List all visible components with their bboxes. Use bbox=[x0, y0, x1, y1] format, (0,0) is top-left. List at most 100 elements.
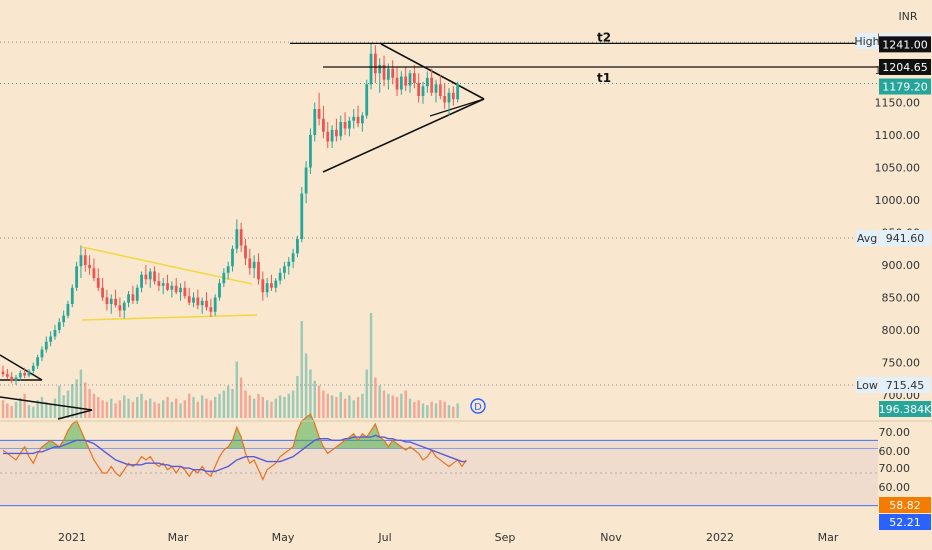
candle-body[interactable] bbox=[144, 274, 148, 280]
candle-body[interactable] bbox=[261, 279, 265, 293]
candle-body[interactable] bbox=[270, 283, 273, 288]
candle-body[interactable] bbox=[62, 315, 66, 323]
candle-body[interactable] bbox=[244, 245, 247, 259]
candle-body[interactable] bbox=[27, 370, 31, 376]
candle-body[interactable] bbox=[135, 287, 139, 301]
candle-body[interactable] bbox=[131, 294, 135, 301]
candle-body[interactable] bbox=[287, 261, 291, 267]
candle-body[interactable] bbox=[408, 73, 412, 86]
candle-body[interactable] bbox=[196, 297, 200, 306]
candle-body[interactable] bbox=[14, 377, 18, 381]
candle-body[interactable] bbox=[118, 305, 122, 311]
candle-body[interactable] bbox=[348, 120, 351, 129]
candle-body[interactable] bbox=[412, 73, 416, 83]
candle-body[interactable] bbox=[170, 285, 174, 290]
candle-body[interactable] bbox=[386, 68, 390, 80]
candle-body[interactable] bbox=[157, 281, 161, 286]
candle-body[interactable] bbox=[23, 372, 27, 376]
candle-body[interactable] bbox=[430, 77, 434, 93]
candle-body[interactable] bbox=[79, 255, 83, 267]
candle-body[interactable] bbox=[265, 283, 269, 293]
dividend-marker[interactable]: D bbox=[470, 398, 486, 414]
candle-body[interactable] bbox=[443, 96, 447, 103]
candle-body[interactable] bbox=[235, 229, 239, 249]
candle-body[interactable] bbox=[205, 300, 208, 308]
candle-body[interactable] bbox=[360, 115, 364, 124]
candle-body[interactable] bbox=[252, 261, 256, 269]
candle-body[interactable] bbox=[153, 271, 156, 282]
candle-body[interactable] bbox=[352, 116, 356, 121]
candle-body[interactable] bbox=[322, 118, 325, 132]
candle-body[interactable] bbox=[395, 77, 399, 90]
candle-body[interactable] bbox=[300, 193, 304, 240]
candle-body[interactable] bbox=[140, 274, 143, 288]
candle-body[interactable] bbox=[57, 322, 61, 330]
candle-body[interactable] bbox=[391, 68, 395, 78]
candle-body[interactable] bbox=[231, 248, 234, 267]
left-wedge-upper-line[interactable] bbox=[0, 396, 93, 411]
candle-body[interactable] bbox=[101, 287, 104, 298]
candle-body[interactable] bbox=[88, 265, 91, 269]
candle-body[interactable] bbox=[18, 372, 22, 378]
candle-body[interactable] bbox=[200, 300, 204, 306]
candle-body[interactable] bbox=[378, 64, 382, 74]
candle-body[interactable] bbox=[326, 131, 330, 142]
candle-body[interactable] bbox=[49, 336, 53, 342]
candle-body[interactable] bbox=[313, 109, 317, 135]
candle-body[interactable] bbox=[122, 302, 126, 311]
candle-body[interactable] bbox=[330, 129, 334, 142]
candle-body[interactable] bbox=[36, 357, 40, 366]
candle-body[interactable] bbox=[209, 307, 213, 312]
candle-body[interactable] bbox=[404, 76, 408, 86]
left-triangle-upper-line[interactable] bbox=[0, 354, 43, 381]
candle-body[interactable] bbox=[109, 298, 113, 304]
candle-body[interactable] bbox=[304, 167, 308, 194]
candle-body[interactable] bbox=[309, 135, 312, 168]
left-wedge-lower-line[interactable] bbox=[57, 409, 93, 420]
candle-body[interactable] bbox=[451, 92, 455, 100]
candle-body[interactable] bbox=[226, 266, 230, 273]
candle-body[interactable] bbox=[44, 341, 48, 350]
candle-body[interactable] bbox=[66, 304, 70, 316]
candle-body[interactable] bbox=[274, 280, 278, 288]
candle-body[interactable] bbox=[296, 239, 299, 254]
candle-body[interactable] bbox=[192, 297, 195, 303]
candle-body[interactable] bbox=[425, 77, 429, 87]
candle-body[interactable] bbox=[83, 255, 87, 265]
candle-body[interactable] bbox=[456, 83, 460, 100]
candle-body[interactable] bbox=[382, 64, 386, 80]
candle-body[interactable] bbox=[339, 122, 343, 137]
candle-body[interactable] bbox=[447, 92, 451, 103]
candle-body[interactable] bbox=[373, 53, 377, 74]
candle-body[interactable] bbox=[335, 129, 338, 137]
candle-body[interactable] bbox=[96, 278, 100, 288]
candle-body[interactable] bbox=[257, 261, 260, 280]
candle-body[interactable] bbox=[434, 84, 438, 93]
candle-body[interactable] bbox=[183, 287, 187, 297]
candle-body[interactable] bbox=[161, 283, 165, 286]
candle-body[interactable] bbox=[213, 297, 217, 312]
candle-body[interactable] bbox=[31, 365, 35, 371]
candle-body[interactable] bbox=[187, 296, 191, 303]
candle-body[interactable] bbox=[174, 285, 178, 293]
candle-body[interactable] bbox=[70, 287, 74, 304]
triangle-upper-trendline[interactable] bbox=[380, 43, 485, 100]
candle-body[interactable] bbox=[40, 349, 44, 358]
candle-body[interactable] bbox=[399, 76, 403, 90]
candle-body[interactable] bbox=[5, 374, 9, 377]
candle-body[interactable] bbox=[283, 266, 286, 273]
candle-body[interactable] bbox=[127, 294, 130, 303]
candle-body[interactable] bbox=[278, 272, 282, 281]
candle-body[interactable] bbox=[356, 116, 360, 124]
candle-body[interactable] bbox=[53, 330, 57, 337]
candle-body[interactable] bbox=[417, 83, 421, 96]
candle-body[interactable] bbox=[369, 53, 373, 85]
dividend-circle[interactable] bbox=[470, 398, 486, 414]
candle-body[interactable] bbox=[438, 84, 442, 96]
candle-body[interactable] bbox=[92, 268, 96, 278]
candle-body[interactable] bbox=[105, 297, 109, 305]
candle-body[interactable] bbox=[148, 271, 152, 280]
rsi-line[interactable] bbox=[2, 413, 467, 482]
candle-body[interactable] bbox=[75, 266, 79, 288]
